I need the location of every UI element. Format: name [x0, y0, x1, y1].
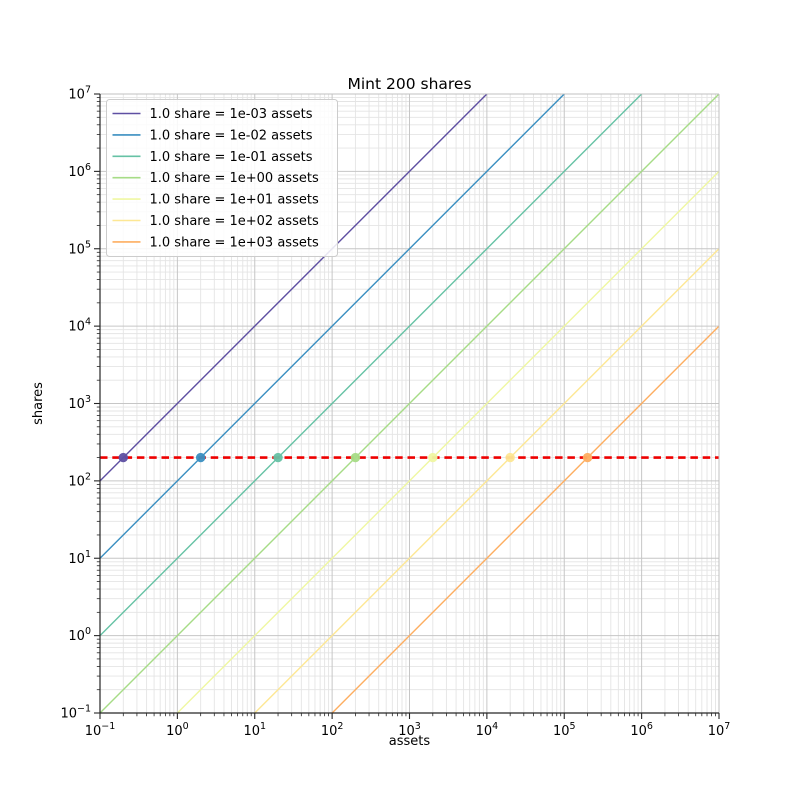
x-tick-label: 10−1: [85, 721, 116, 739]
series-line: [100, 94, 488, 482]
x-tick-label: 105: [553, 721, 576, 739]
legend-label: 1.0 share = 1e+01 assets: [150, 193, 319, 208]
legend-label: 1.0 share = 1e-02 assets: [150, 128, 313, 143]
series-line: [176, 170, 719, 713]
x-tick-label: 106: [630, 721, 653, 739]
legend-label: 1.0 share = 1e+02 assets: [150, 214, 319, 229]
legend-label: 1.0 share = 1e+00 assets: [150, 171, 319, 186]
legend-label: 1.0 share = 1e-03 assets: [150, 107, 313, 122]
y-axis-label: shares: [31, 382, 46, 425]
y-tick-label: 102: [68, 471, 91, 489]
legend-box: [106, 99, 338, 257]
y-tick-label: 100: [68, 626, 91, 644]
axis-ticks: [94, 93, 720, 719]
x-tick-label: 102: [321, 721, 344, 739]
mint-markers: [118, 452, 593, 463]
marker-dot: [505, 452, 515, 463]
legend: 1.0 share = 1e-03 assets 1.0 share = 1e-0…: [106, 99, 338, 257]
series-line: [100, 94, 566, 560]
x-tick-label: 107: [708, 721, 731, 739]
chart-layers: 10−1 100 101 102 103 104 105 106 107 10−1 100 101 10…: [60, 85, 731, 740]
legend-label: 1.0 share = 1e-01 assets: [150, 150, 313, 165]
y-tick-label: 103: [68, 394, 91, 412]
legend-label: 1.0 share = 1e+03 assets: [150, 235, 319, 250]
marker-dot: [118, 452, 128, 463]
series-line: [100, 94, 643, 637]
x-tick-label: 104: [476, 721, 499, 739]
series-line: [253, 247, 719, 713]
chart-title: Mint 200 shares: [347, 75, 471, 93]
y-tick-label: 107: [68, 85, 91, 103]
series-lines: [100, 94, 719, 713]
series-line: [100, 94, 719, 713]
x-tick-label: 101: [243, 721, 266, 739]
y-tick-label: 10−1: [60, 704, 91, 722]
marker-dot: [582, 452, 593, 463]
x-tick-label: 100: [166, 721, 189, 739]
marker-dot: [273, 452, 283, 463]
y-tick-label: 106: [68, 162, 91, 180]
y-tick-label: 104: [68, 317, 91, 335]
y-tick-label: 101: [68, 549, 91, 567]
y-tick-label: 105: [68, 239, 91, 257]
x-axis-label: assets: [389, 734, 431, 749]
marker-dot: [350, 452, 361, 463]
series-line: [331, 325, 719, 713]
marker-dot: [195, 452, 206, 463]
marker-dot: [428, 452, 438, 463]
